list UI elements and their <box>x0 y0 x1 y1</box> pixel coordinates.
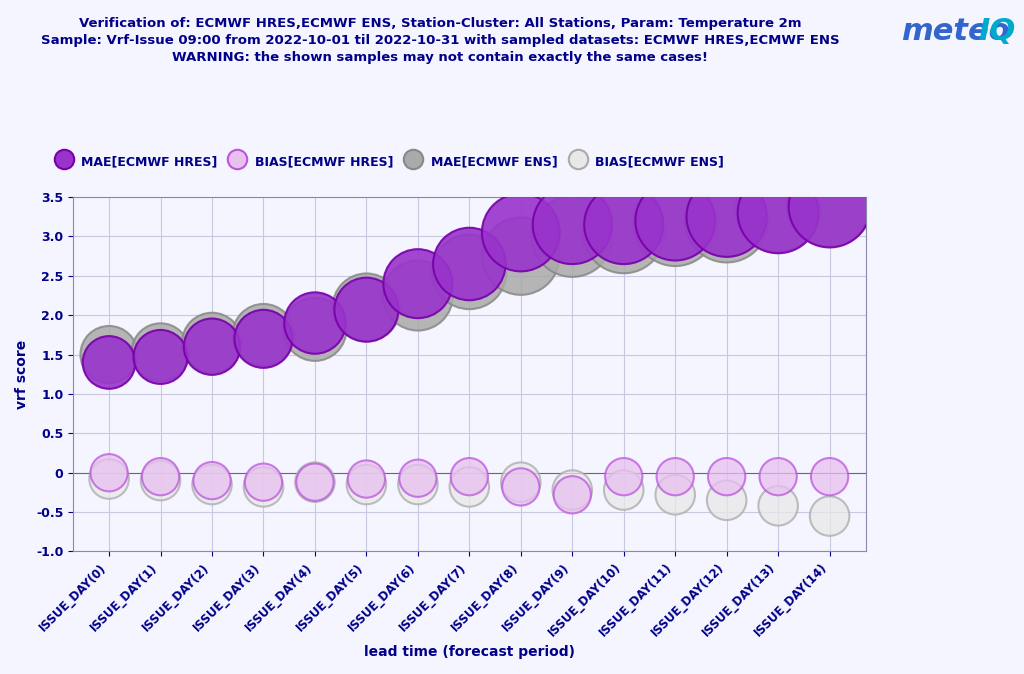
Point <box>564 231 581 242</box>
Point <box>667 471 683 482</box>
Legend: MAE[ECMWF HRES], BIAS[ECMWF HRES], MAE[ECMWF ENS], BIAS[ECMWF ENS]: MAE[ECMWF HRES], BIAS[ECMWF HRES], MAE[E… <box>51 148 729 174</box>
Point <box>719 471 735 482</box>
Text: IQ: IQ <box>978 17 1015 46</box>
Point <box>461 266 477 277</box>
Point <box>358 304 375 315</box>
Point <box>307 317 324 328</box>
Point <box>255 330 271 340</box>
Text: Sample: Vrf-Issue 09:00 from 2022-10-01 til 2022-10-31 with sampled datasets: EC: Sample: Vrf-Issue 09:00 from 2022-10-01 … <box>41 34 840 47</box>
Point <box>255 477 271 487</box>
X-axis label: lead time (forecast period): lead time (forecast period) <box>364 645 574 659</box>
Point <box>204 341 220 352</box>
Point <box>615 227 632 238</box>
Point <box>255 334 271 344</box>
Text: WARNING: the shown samples may not contain exactly the same cases!: WARNING: the shown samples may not conta… <box>172 51 709 63</box>
Point <box>410 278 426 289</box>
Point <box>461 481 477 492</box>
Point <box>770 471 786 482</box>
Point <box>101 474 118 485</box>
Point <box>564 485 581 495</box>
Point <box>101 357 118 368</box>
Point <box>204 475 220 486</box>
Point <box>719 215 735 226</box>
Point <box>821 201 838 212</box>
Point <box>564 489 581 500</box>
Point <box>153 475 169 486</box>
Point <box>307 477 324 487</box>
Point <box>770 500 786 511</box>
Point <box>307 477 324 487</box>
Text: Verification of: ECMWF HRES,ECMWF ENS, Station-Cluster: All Stations, Param: Tem: Verification of: ECMWF HRES,ECMWF ENS, S… <box>79 17 802 30</box>
Point <box>461 471 477 482</box>
Point <box>410 473 426 484</box>
Point <box>153 352 169 363</box>
Point <box>153 471 169 482</box>
Point <box>410 290 426 301</box>
Point <box>204 338 220 348</box>
Point <box>410 479 426 490</box>
Point <box>101 467 118 478</box>
Point <box>770 204 786 214</box>
Point <box>615 485 632 495</box>
Point <box>358 479 375 490</box>
Point <box>667 489 683 500</box>
Point <box>719 495 735 506</box>
Point <box>307 324 324 335</box>
Point <box>667 215 683 226</box>
Point <box>204 479 220 490</box>
Point <box>513 477 529 487</box>
Point <box>615 471 632 482</box>
Text: meteo: meteo <box>901 17 1010 46</box>
Point <box>821 198 838 209</box>
Point <box>719 212 735 222</box>
Point <box>101 349 118 360</box>
Point <box>358 474 375 485</box>
Point <box>821 511 838 522</box>
Point <box>153 347 169 358</box>
Point <box>513 481 529 492</box>
Point <box>821 471 838 482</box>
Point <box>513 251 529 262</box>
Point <box>564 219 581 230</box>
Y-axis label: vrf score: vrf score <box>15 340 29 409</box>
Point <box>358 302 375 313</box>
Point <box>255 481 271 492</box>
Point <box>461 259 477 270</box>
Point <box>770 208 786 218</box>
Point <box>513 227 529 238</box>
Point <box>667 219 683 230</box>
Point <box>615 219 632 230</box>
